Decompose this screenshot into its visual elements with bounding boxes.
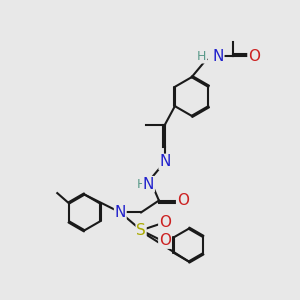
Text: S: S [136, 223, 146, 238]
Text: H: H [136, 178, 146, 191]
Text: H: H [197, 50, 206, 63]
Text: O: O [177, 193, 189, 208]
Text: O: O [159, 215, 171, 230]
Text: O: O [159, 233, 171, 248]
Text: O: O [248, 49, 260, 64]
Text: N: N [115, 205, 126, 220]
Text: N: N [159, 154, 170, 169]
Text: N: N [212, 49, 224, 64]
Text: N: N [143, 177, 154, 192]
